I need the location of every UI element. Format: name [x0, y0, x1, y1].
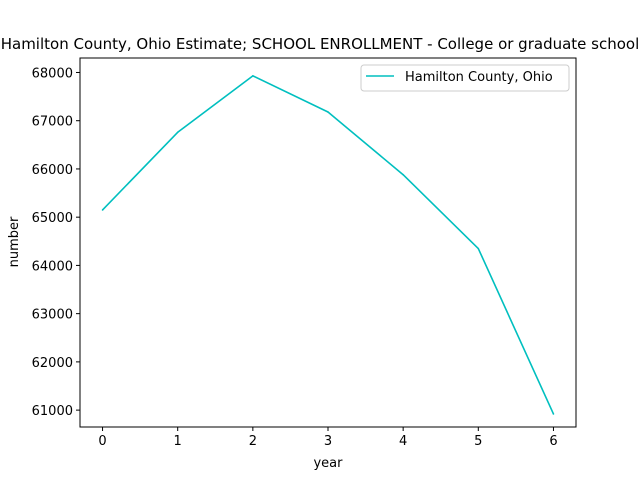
y-tick-label: 64000 [32, 259, 73, 274]
x-tick-label: 5 [474, 434, 482, 449]
x-tick-label: 3 [324, 434, 332, 449]
series-layer [101, 75, 555, 415]
x-tick-label: 6 [549, 434, 557, 449]
data-point [477, 247, 480, 250]
x-axis-label: year [313, 456, 343, 471]
data-point [101, 209, 104, 211]
x-axis: 0 1 2 3 4 5 6 [98, 427, 558, 449]
y-axis-label: number [7, 216, 22, 267]
y-tick-label: 65000 [32, 211, 73, 226]
legend-box [360, 64, 570, 92]
y-tick-label: 66000 [32, 163, 73, 178]
x-tick-label: 2 [249, 434, 257, 449]
legend: Hamilton County, Ohio [360, 64, 570, 92]
data-point [552, 413, 555, 415]
x-tick-label: 0 [98, 434, 106, 449]
y-tick-label: 67000 [32, 115, 73, 130]
data-point [327, 111, 329, 113]
data-point [176, 131, 179, 134]
plot-area-frame [79, 57, 577, 428]
data-point [252, 75, 254, 77]
legend-label: Hamilton County, Ohio [405, 70, 553, 85]
data-point [402, 173, 404, 176]
y-tick-label: 68000 [32, 66, 73, 81]
x-tick-label: 4 [399, 434, 407, 449]
y-tick-label: 63000 [32, 308, 73, 323]
x-tick-label: 1 [174, 434, 182, 449]
y-axis: 61000 62000 63000 64000 65000 66000 67000 68000 [32, 66, 80, 419]
series-line [101, 75, 555, 415]
y-tick-label: 61000 [32, 404, 73, 419]
chart-title: Hamilton County, Ohio Estimate; SCHOOL E… [1, 35, 640, 53]
y-tick-label: 62000 [32, 356, 73, 371]
